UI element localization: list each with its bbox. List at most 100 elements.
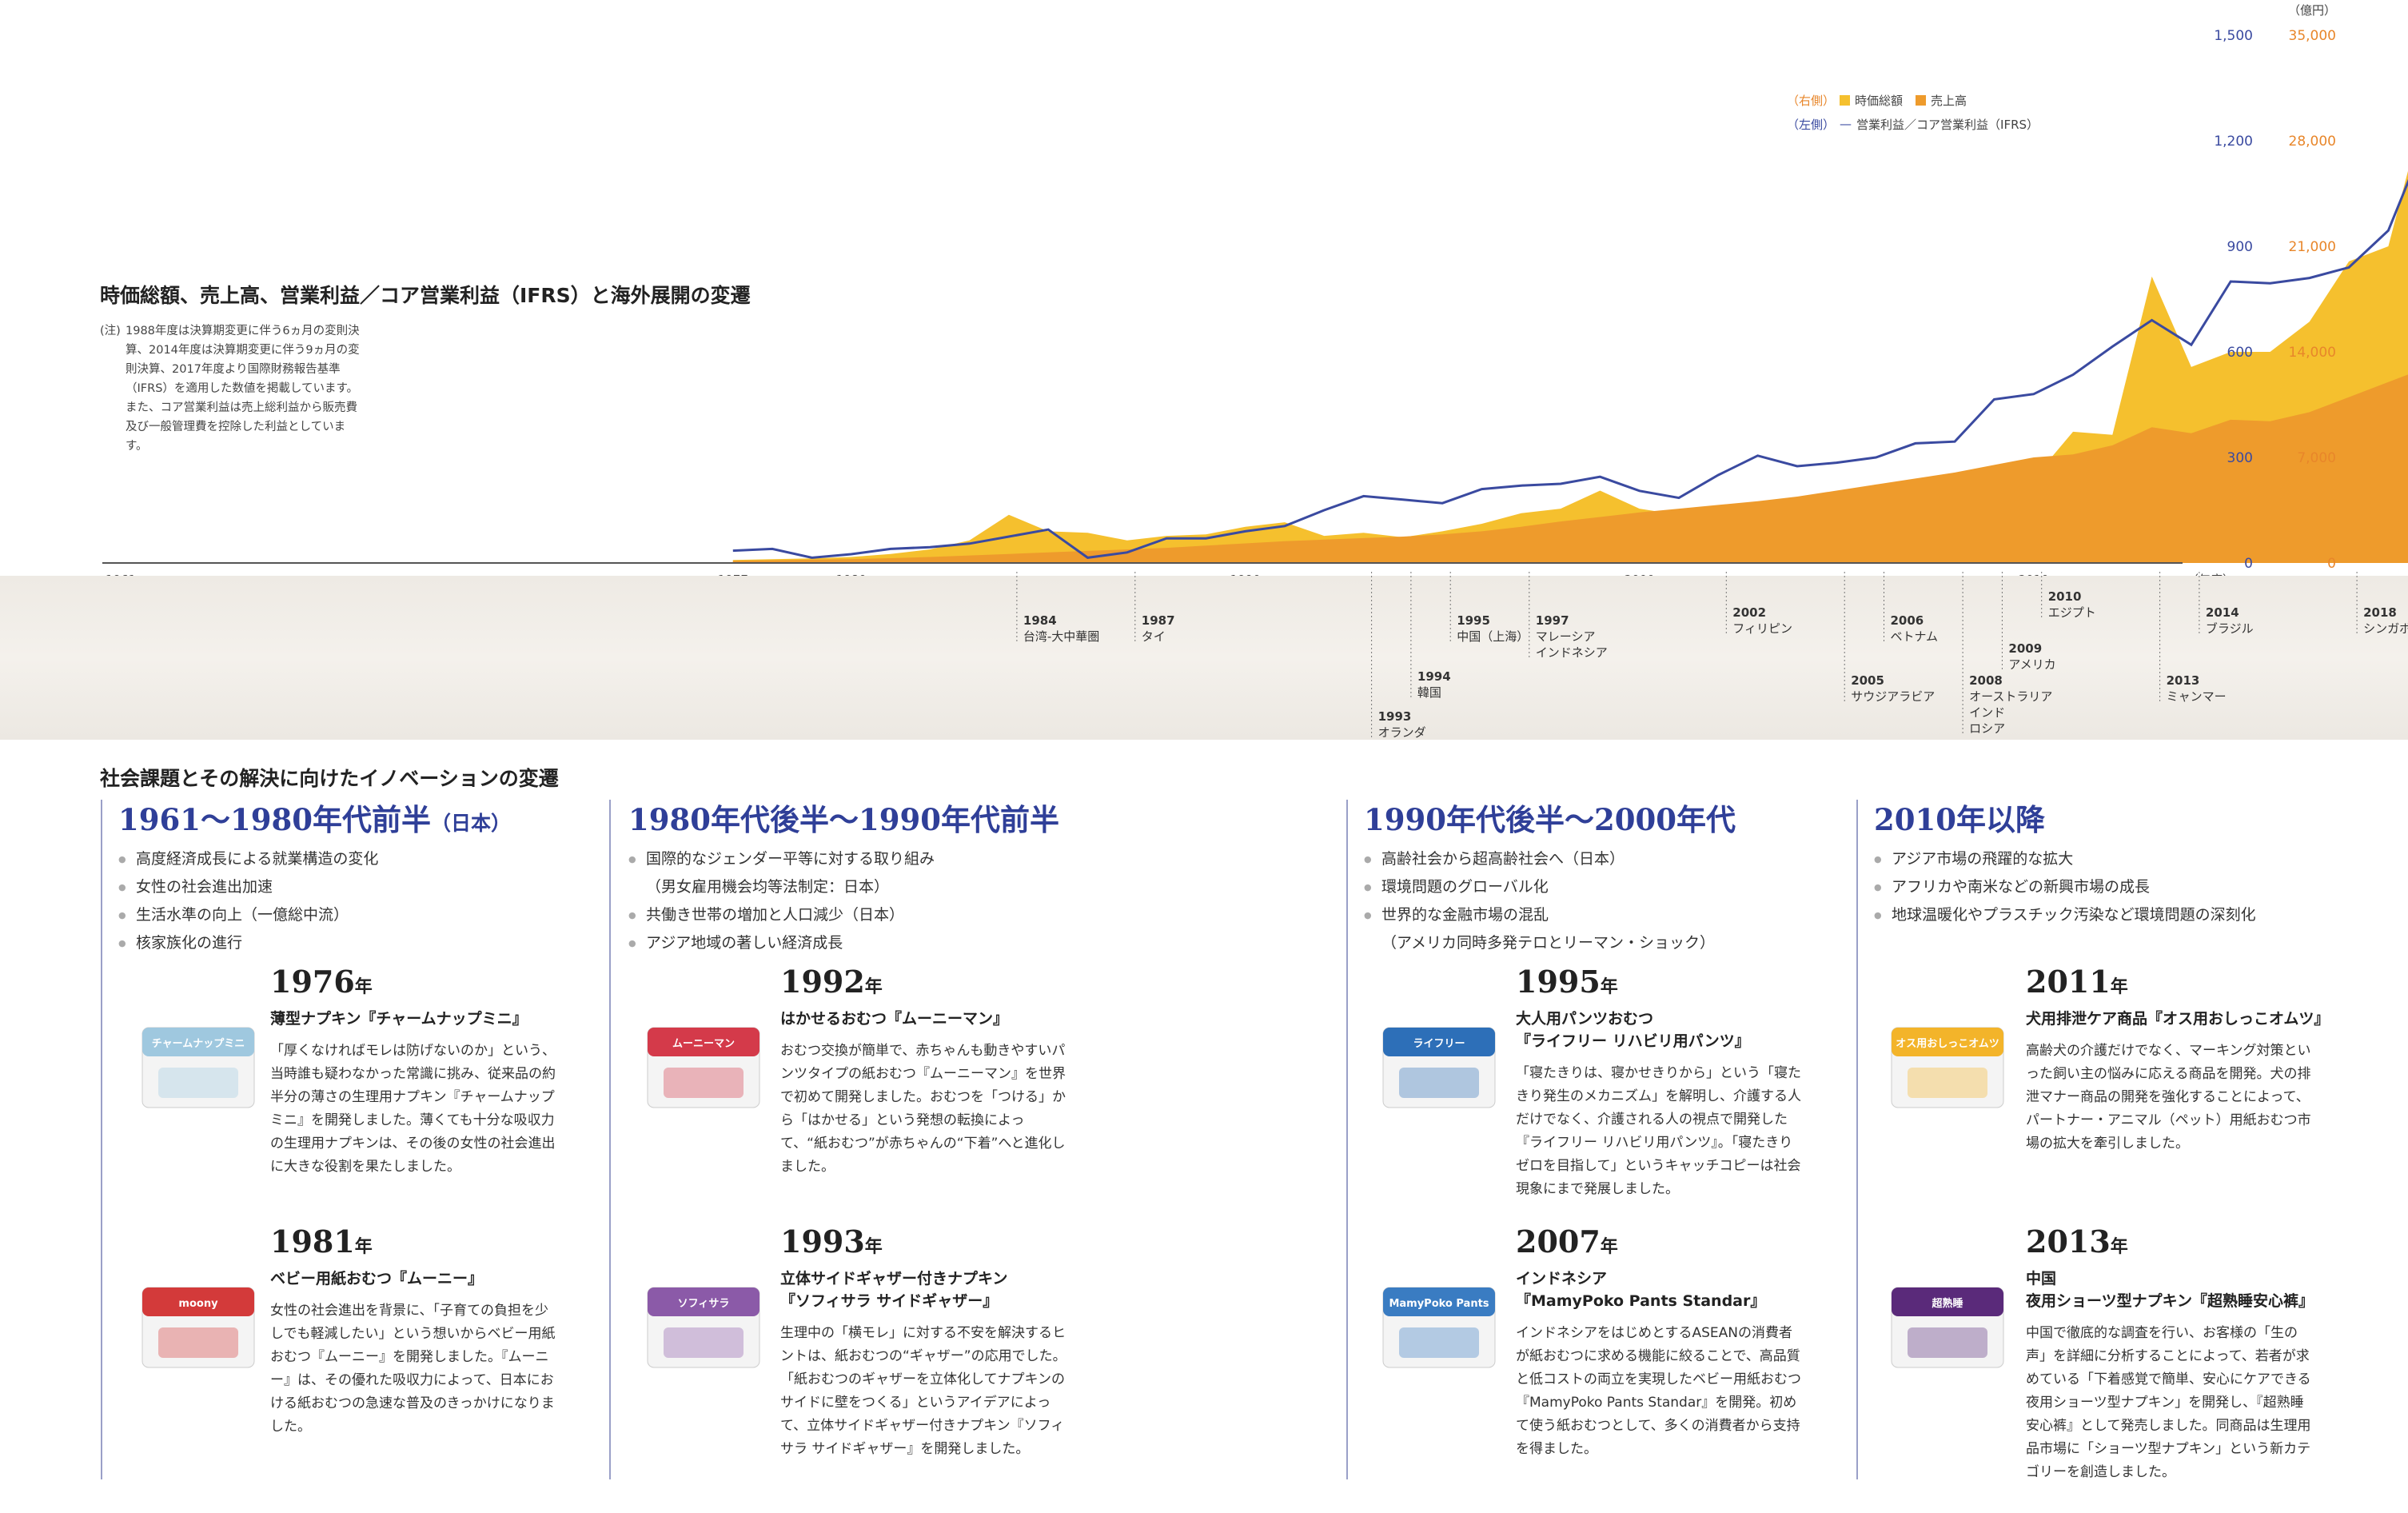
expansion-year: 2006 xyxy=(1891,613,1924,628)
innovation-entry: 1993年立体サイドギャザー付きナプキン 『ソフィサラ サイドギャザー』生理中の「… xyxy=(780,1224,1068,1461)
social-issue-item: 核家族化の進行 xyxy=(118,929,511,957)
entry-year-value: 1992 xyxy=(780,964,865,1000)
social-issue-item: 国際的なジェンダー平等に対する取り組み xyxy=(628,845,1059,873)
expansion-year: 2002 xyxy=(1732,605,1766,620)
x-tick-label: 2000 xyxy=(1625,573,1655,576)
expansion-year: 2013 xyxy=(2167,673,2200,688)
expansion-year: 1997 xyxy=(1536,613,1569,628)
package-panel xyxy=(1399,1068,1479,1098)
moony-package: moony xyxy=(134,1263,262,1391)
entry-year-unit: 年 xyxy=(864,1236,883,1257)
package-panel xyxy=(664,1068,744,1098)
product-image: ソフィサラ xyxy=(647,1287,760,1368)
product-name: 立体サイドギャザー付きナプキン 『ソフィサラ サイドギャザー』 xyxy=(780,1270,1008,1310)
package-label: 超熟睡 xyxy=(1932,1297,1963,1310)
package-label: ライフリー xyxy=(1413,1038,1465,1050)
product-description: 生理中の「横モレ」に対する不安を解決するヒントは、紙おむつの“ギャザー”の応用で… xyxy=(780,1325,1066,1457)
column-divider xyxy=(609,800,611,1479)
legend-line-marker: — xyxy=(1840,117,1852,131)
entry-year: 1981年 xyxy=(270,1224,558,1260)
product-description: 「寝たきりは、寝かせきりから」という「寝たきり発生のメカニズム」を解明し、介護す… xyxy=(1516,1065,1801,1197)
product-name: 大人用パンツおむつ 『ライフリー リハビリ用パンツ』 xyxy=(1516,1010,1750,1050)
expansion-country: シンガポール xyxy=(2363,621,2408,636)
era-column: 1961〜1980年代前半（日本） 高度経済成長による就業構造の変化女性の社会進出… xyxy=(118,796,511,957)
social-issue-item: 高齢社会から超高齢社会へ（日本） xyxy=(1364,845,1736,873)
x-tick-label: 1980 xyxy=(836,573,867,576)
expansion-year: 2008 xyxy=(1969,673,2003,688)
expansion-country: エジプト xyxy=(2048,605,2096,620)
product-image: チャームナップミニ xyxy=(142,1027,255,1108)
y-right-tick-label: 0 xyxy=(2327,556,2336,572)
social-issue-item: アジア市場の飛躍的な拡大 xyxy=(1874,845,2256,873)
era-title: 1990年代後半〜2000年代 xyxy=(1364,796,1736,839)
y-right-tick-label: 35,000 xyxy=(2289,28,2336,44)
expansion-year: 1987 xyxy=(1142,613,1175,628)
moonyman-package: ムーニーマン xyxy=(640,1004,767,1132)
entry-year-unit: 年 xyxy=(1600,1236,1618,1257)
y-left-tick-label: 900 xyxy=(2227,239,2253,255)
social-issue-item: アジア地域の著しい経済成長 xyxy=(628,929,1059,957)
entry-year: 1995年 xyxy=(1516,964,1804,1000)
expansion-country: 中国（上海） xyxy=(1457,629,1529,644)
package-band xyxy=(142,1028,254,1056)
entry-year-unit: 年 xyxy=(2110,976,2128,997)
legend-left-side-label: （左側） xyxy=(1787,117,1836,132)
expansion-country: アメリカ xyxy=(2008,657,2055,672)
expansion-year: 2005 xyxy=(1851,673,1884,688)
social-issue-item: 生活水準の向上（一億総中流） xyxy=(118,901,511,929)
package-label: moony xyxy=(178,1298,218,1310)
entry-year: 1992年 xyxy=(780,964,1068,1000)
product-description: インドネシアをはじめとするASEANの消費者が紙おむつに求める機能に絞ることで、… xyxy=(1516,1325,1801,1457)
package-band xyxy=(1383,1028,1495,1056)
innovation-entry: 2007年 インドネシア 『MamyPoko Pants Standar』 インドネシ… xyxy=(1516,1224,1804,1461)
y-left-tick-label: 0 xyxy=(2244,556,2253,572)
social-issue-list: 高齢社会から超高齢社会へ（日本）環境問題のグローバル化世界的な金融市場の混乱 （ア… xyxy=(1364,845,1736,957)
expansion-year: 2014 xyxy=(2206,605,2239,620)
entry-year-value: 1981 xyxy=(270,1224,355,1260)
entry-year-value: 1976 xyxy=(270,964,355,1000)
era-column: 2010年以降アジア市場の飛躍的な拡大アフリカや南米などの新興市場の成長地球温暖… xyxy=(1874,796,2256,929)
chart-note: (注) 1988年度は決算期変更に伴う6ヵ月の変則決算、2014年度は決算期変更… xyxy=(100,321,364,456)
legend-sales: 売上高 xyxy=(1931,93,1967,108)
legend-market-cap: 時価総額 xyxy=(1855,93,1904,108)
innovation-entry: 2011年犬用排泄ケア商品『オス用おしっこオムツ』高齢犬の介護だけでなく、マーキ… xyxy=(2026,964,2329,1156)
package-panel xyxy=(158,1068,238,1098)
expansion-band xyxy=(0,576,2408,740)
expansion-country: ベトナム xyxy=(1891,629,1939,644)
entry-year: 2011年 xyxy=(2026,964,2329,1000)
innovation-entry: 1976年 薄型ナプキン『チャームナップミニ』 「厚くなければモレは防げないのか」と… xyxy=(270,964,558,1179)
sofy-night-package: 超熟睡 xyxy=(1884,1263,2011,1391)
dog-diaper-package: オス用おしっこオムツ xyxy=(1884,1004,2011,1132)
expansion-year: 1993 xyxy=(1378,709,1412,724)
entry-year: 2007年 xyxy=(1516,1224,1804,1260)
y-left-tick-label: 1,500 xyxy=(2214,28,2253,44)
note-marker: (注) xyxy=(100,325,121,337)
column-divider xyxy=(1346,800,1348,1479)
package-panel xyxy=(1908,1068,1987,1098)
entry-year: 2013年 xyxy=(2026,1224,2314,1260)
mamypoko-package: MamyPoko Pants xyxy=(1375,1263,1503,1391)
social-issue-item: 地球温暖化やプラスチック汚染など環境問題の深刻化 xyxy=(1874,901,2256,929)
y-right-unit: （億円） xyxy=(2288,3,2336,18)
entry-year-value: 2013 xyxy=(2026,1224,2111,1260)
y-right-tick-label: 7,000 xyxy=(2297,450,2336,466)
expansion-country: ロシア xyxy=(1969,721,2005,736)
entry-year-value: 2011 xyxy=(2026,964,2111,1000)
product-name: 犬用排泄ケア商品『オス用おしっこオムツ』 xyxy=(2026,1010,2330,1028)
era-column: 1980年代後半〜1990年代前半国際的なジェンダー平等に対する取り組み （男女雇… xyxy=(628,796,1059,957)
column-divider xyxy=(1856,800,1858,1479)
social-issue-item: 環境問題のグローバル化 xyxy=(1364,873,1736,901)
expansion-year: 2009 xyxy=(2008,641,2042,656)
product-description: 高齢犬の介護だけでなく、マーキング対策といった飼い主の悩みに応える商品を開発。犬… xyxy=(2026,1043,2311,1152)
product-image: ムーニーマン xyxy=(647,1027,760,1108)
package-panel xyxy=(1908,1327,1987,1358)
social-issue-item: アフリカや南米などの新興市場の成長 xyxy=(1874,873,2256,901)
product-description: おむつ交換が簡単で、赤ちゃんも動きやすいパンツタイプの紙おむつ『ムーニーマン』を… xyxy=(780,1043,1066,1175)
package-band xyxy=(1383,1287,1495,1316)
package-panel xyxy=(1399,1327,1479,1358)
chart-title: 時価総額、売上高、営業利益／コア営業利益（IFRS）と海外展開の変遷 xyxy=(100,284,751,307)
entry-year-value: 1993 xyxy=(780,1224,865,1260)
package-label: ソフィサラ xyxy=(678,1298,730,1310)
product-description: 中国で徹底的な調査を行い、お客様の「生の声」を詳細に分析することによって、若者が… xyxy=(2026,1325,2311,1480)
